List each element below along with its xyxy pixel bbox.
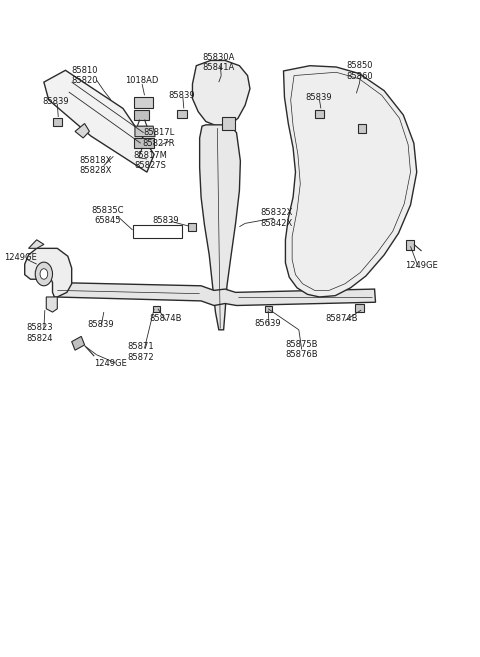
Polygon shape — [177, 110, 187, 118]
Polygon shape — [315, 110, 324, 118]
Polygon shape — [134, 110, 149, 120]
Polygon shape — [192, 60, 250, 126]
Polygon shape — [153, 306, 160, 312]
Polygon shape — [46, 297, 57, 312]
Text: 85818X
85828X: 85818X 85828X — [80, 156, 112, 175]
Text: 85839: 85839 — [43, 97, 69, 106]
Text: 1018AD: 1018AD — [125, 76, 159, 85]
Circle shape — [40, 269, 48, 279]
Polygon shape — [134, 138, 154, 148]
Text: 85830A
85841A: 85830A 85841A — [203, 53, 235, 72]
Polygon shape — [265, 306, 272, 312]
Text: 85839: 85839 — [305, 93, 332, 102]
Text: 85839: 85839 — [87, 320, 114, 329]
Polygon shape — [222, 117, 235, 130]
Polygon shape — [24, 248, 72, 297]
Text: 85871
85872: 85871 85872 — [128, 342, 155, 362]
Text: 85839: 85839 — [168, 91, 195, 100]
Polygon shape — [135, 126, 155, 137]
Polygon shape — [200, 125, 240, 330]
Text: 85639: 85639 — [255, 319, 281, 328]
Polygon shape — [75, 124, 89, 138]
Text: 1249GE: 1249GE — [405, 261, 438, 270]
Text: 85874B: 85874B — [326, 314, 358, 323]
Text: 85850
85860: 85850 85860 — [346, 61, 372, 81]
Text: 1249GE: 1249GE — [94, 359, 126, 368]
Text: 85874B: 85874B — [150, 314, 182, 323]
Text: 85823
85824: 85823 85824 — [27, 323, 53, 343]
Polygon shape — [355, 304, 364, 312]
Text: 1249GE: 1249GE — [4, 253, 37, 262]
Text: 85817L
85827R: 85817L 85827R — [143, 128, 175, 148]
Text: 85810
85820: 85810 85820 — [72, 66, 98, 85]
Polygon shape — [44, 70, 154, 172]
Polygon shape — [136, 126, 148, 131]
Polygon shape — [134, 97, 153, 108]
Polygon shape — [358, 124, 366, 133]
Circle shape — [35, 262, 52, 286]
Polygon shape — [28, 240, 44, 248]
Text: 85839: 85839 — [153, 215, 180, 225]
Text: 85832X
85842X: 85832X 85842X — [260, 208, 292, 228]
Polygon shape — [53, 283, 375, 306]
Text: 85875B
85876B: 85875B 85876B — [286, 340, 318, 359]
Polygon shape — [72, 336, 84, 350]
Polygon shape — [406, 240, 414, 250]
Polygon shape — [284, 66, 417, 297]
Polygon shape — [188, 223, 196, 231]
Text: 85817M
85827S: 85817M 85827S — [134, 150, 168, 170]
Polygon shape — [52, 118, 62, 126]
Text: 85835C
65845: 85835C 65845 — [91, 206, 123, 225]
